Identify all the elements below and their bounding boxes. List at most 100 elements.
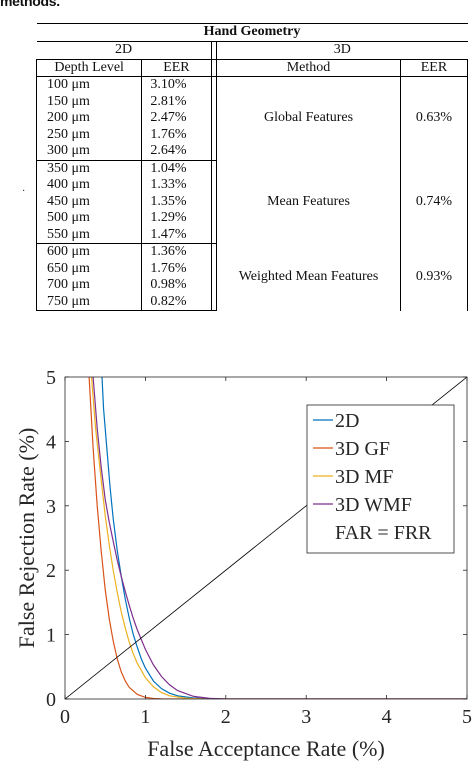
depth-cell: 300 μm bbox=[35, 143, 143, 161]
series-line-2 bbox=[90, 377, 467, 699]
legend-entry: 3D MF bbox=[335, 466, 393, 488]
eer-3d-cell: 0.93% bbox=[400, 243, 469, 311]
legend-box bbox=[306, 404, 455, 554]
stray-dot: · bbox=[22, 186, 26, 197]
depth-cell: 700 μm bbox=[35, 277, 143, 294]
eer-table: Hand Geometry 2D 3D Depth Level EER Meth… bbox=[35, 23, 469, 311]
group-3d-header: 3D bbox=[216, 41, 468, 60]
depth-cell: 600 μm bbox=[35, 243, 143, 261]
eer-2d-cell: 1.47% bbox=[141, 226, 212, 244]
table-row: 700 μm 0.98% bbox=[35, 277, 468, 294]
depth-cell: 250 μm bbox=[35, 126, 143, 143]
eer-2d-cell: 1.33% bbox=[141, 177, 212, 194]
column-separator bbox=[210, 93, 218, 110]
x-axis-label: False Acceptance Rate (%) bbox=[147, 736, 385, 761]
y-tick-label: 4 bbox=[46, 431, 56, 453]
legend-entry: 3D GF bbox=[335, 438, 390, 460]
caption: methods. bbox=[0, 0, 60, 9]
eer-2d-cell: 1.29% bbox=[141, 210, 212, 227]
table-row: 150 μm 2.81% bbox=[35, 93, 468, 110]
y-tick-label: 2 bbox=[46, 560, 56, 582]
table-row: 250 μm 1.76% bbox=[35, 126, 468, 143]
column-separator bbox=[210, 243, 218, 261]
legend-entry: 3D WMF bbox=[335, 494, 412, 516]
depth-cell: 500 μm bbox=[35, 210, 143, 227]
roc-chart: 0 1 2 3 4 5 0 1 2 3 4 5 False Acceptance Rate (%) F… bbox=[14, 367, 472, 761]
depth-cell: 450 μm bbox=[35, 193, 143, 210]
col-eer-2d-header: EER bbox=[141, 59, 212, 77]
method-cell: Global Features bbox=[216, 76, 401, 160]
axis-ticks: 0 1 2 3 4 5 0 1 2 3 4 5 bbox=[46, 367, 472, 728]
depth-cell: 550 μm bbox=[35, 226, 143, 244]
depth-cell: 150 μm bbox=[35, 93, 143, 110]
depth-cell: 350 μm bbox=[35, 160, 143, 177]
eer-2d-cell: 2.47% bbox=[141, 110, 212, 127]
eer-2d-cell: 0.98% bbox=[141, 277, 212, 294]
method-cell: Mean Features bbox=[216, 160, 401, 244]
column-separator bbox=[210, 59, 218, 77]
col-eer-3d-header: EER bbox=[400, 59, 469, 77]
column-separator bbox=[210, 277, 218, 294]
depth-cell: 200 μm bbox=[35, 110, 143, 127]
eer-2d-cell: 1.76% bbox=[141, 126, 212, 143]
table-row: 300 μm 2.64% bbox=[35, 143, 468, 161]
eer-2d-cell: 2.81% bbox=[141, 93, 212, 110]
eer-2d-cell: 0.82% bbox=[141, 293, 212, 311]
eer-2d-cell: 1.76% bbox=[141, 260, 212, 277]
column-separator bbox=[210, 41, 218, 60]
table-row: 350 μm 1.04% Mean Features 0.74% bbox=[35, 160, 469, 244]
legend-entry: 2D bbox=[335, 410, 359, 432]
column-separator bbox=[210, 193, 218, 210]
column-separator bbox=[210, 126, 218, 143]
depth-cell: 100 μm bbox=[35, 76, 143, 94]
y-tick-label: 0 bbox=[46, 689, 56, 711]
x-tick-label: 3 bbox=[301, 706, 311, 728]
table-row: 100 μm 3.10% Global Features 0.63% bbox=[35, 76, 469, 160]
eer-2d-cell: 1.36% bbox=[141, 243, 212, 261]
column-separator bbox=[210, 160, 218, 177]
depth-cell: 650 μm bbox=[35, 260, 143, 277]
column-separator bbox=[210, 260, 218, 277]
column-separator bbox=[210, 293, 218, 311]
x-tick-label: 2 bbox=[221, 706, 231, 728]
eer-3d-cell: 0.63% bbox=[400, 76, 469, 160]
column-separator bbox=[210, 226, 218, 244]
eer-3d-cell: 0.74% bbox=[400, 160, 469, 244]
plot-area bbox=[64, 376, 468, 700]
x-tick-label: 0 bbox=[60, 706, 70, 728]
column-separator bbox=[210, 143, 218, 161]
table-row: 750 μm 0.82% bbox=[35, 293, 468, 311]
table-row: 450 μm 1.35% bbox=[35, 193, 468, 210]
x-tick-label: 4 bbox=[382, 706, 392, 728]
table-row: 650 μm 1.76% bbox=[35, 260, 468, 277]
x-tick-label: 5 bbox=[462, 706, 472, 728]
table-row: 500 μm 1.29% bbox=[35, 210, 468, 227]
column-separator bbox=[210, 210, 218, 227]
eer-2d-cell: 1.35% bbox=[141, 193, 212, 210]
column-separator bbox=[210, 110, 218, 127]
table-row: 600 μm 1.36% Weighted Mean Features 0.93% bbox=[35, 243, 469, 311]
table-title: Hand Geometry bbox=[36, 23, 468, 42]
y-tick-label: 1 bbox=[46, 625, 56, 647]
eer-2d-cell: 2.64% bbox=[141, 143, 212, 161]
legend-entry: FAR = FRR bbox=[335, 522, 432, 544]
col-depth-header: Depth Level bbox=[35, 59, 143, 77]
series-line-3 bbox=[92, 377, 467, 699]
method-cell: Weighted Mean Features bbox=[216, 243, 401, 311]
depth-cell: 400 μm bbox=[35, 177, 143, 194]
column-separator bbox=[210, 177, 218, 194]
group-2d-header: 2D bbox=[36, 41, 212, 60]
table-row: 550 μm 1.47% bbox=[35, 226, 468, 244]
y-tick-label: 5 bbox=[46, 367, 56, 389]
table-row: 200 μm 2.47% bbox=[35, 110, 468, 127]
y-tick-label: 3 bbox=[46, 496, 56, 518]
series-line-1 bbox=[88, 377, 467, 699]
col-method-header: Method bbox=[216, 59, 401, 77]
depth-cell: 750 μm bbox=[35, 293, 143, 311]
legend: 2D 3D GF 3D MF 3D WMF FAR = FRR bbox=[306, 404, 455, 554]
eer-2d-cell: 1.04% bbox=[141, 160, 212, 177]
column-separator bbox=[210, 76, 218, 94]
table-row: 400 μm 1.33% bbox=[35, 177, 468, 194]
eer-2d-cell: 3.10% bbox=[141, 76, 212, 94]
x-tick-label: 1 bbox=[140, 706, 150, 728]
